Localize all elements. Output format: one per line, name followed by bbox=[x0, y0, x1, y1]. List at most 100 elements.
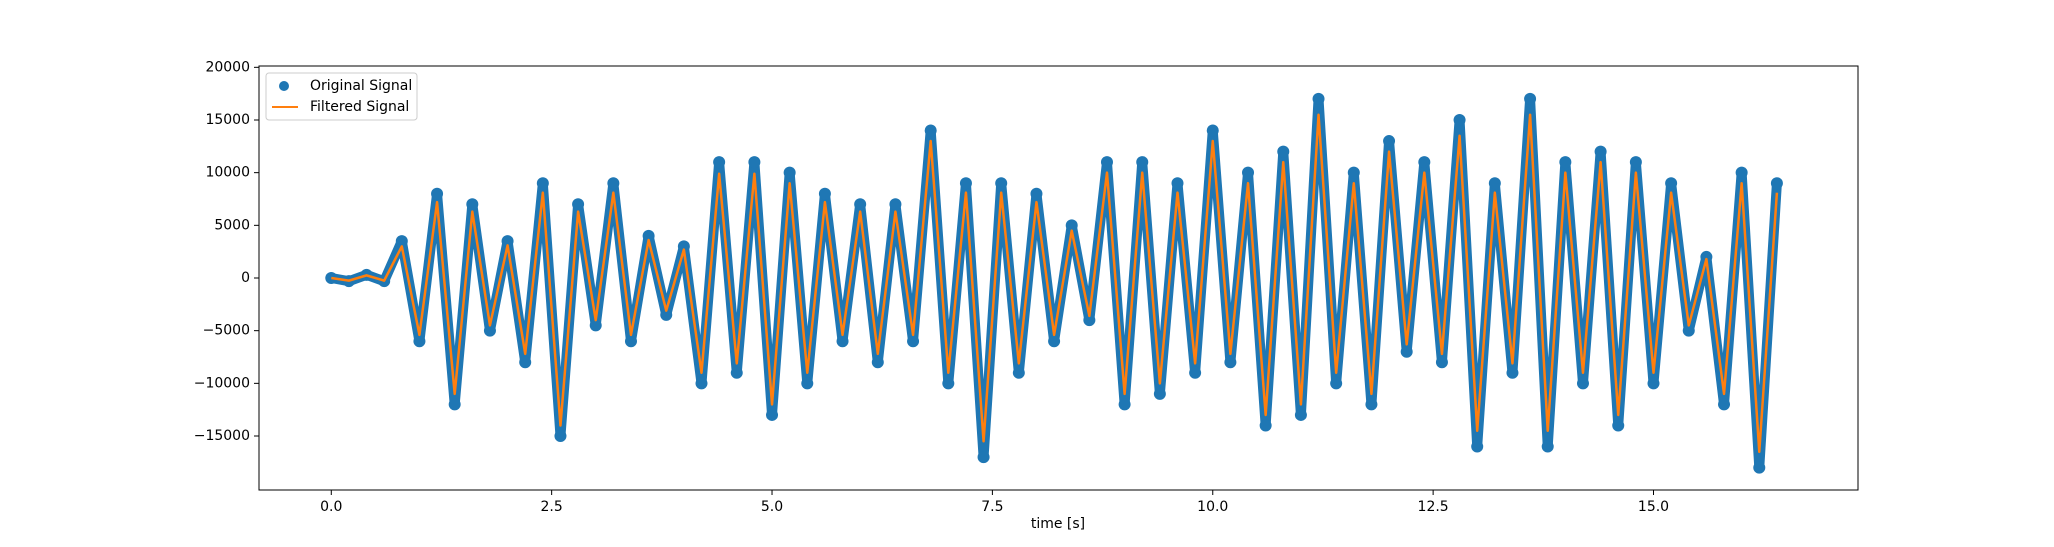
y-tick-label: 10000 bbox=[205, 165, 250, 181]
signal-point bbox=[572, 198, 585, 211]
legend-box bbox=[265, 72, 418, 121]
signal-point bbox=[1770, 177, 1783, 190]
signal-point bbox=[1065, 219, 1078, 232]
signal-point bbox=[1488, 177, 1501, 190]
signal-point bbox=[1118, 398, 1131, 411]
signal-band bbox=[326, 93, 1782, 473]
signal-point bbox=[1171, 177, 1184, 190]
signal-point bbox=[660, 308, 673, 321]
y-tick-label: 0 bbox=[241, 270, 250, 286]
signal-point bbox=[1576, 377, 1589, 390]
signal-point bbox=[1136, 156, 1149, 169]
signal-point bbox=[695, 377, 708, 390]
signal-point bbox=[942, 377, 955, 390]
signal-point bbox=[1735, 166, 1748, 179]
signal-point bbox=[1259, 419, 1272, 432]
signal-point bbox=[1277, 145, 1290, 158]
signal-point bbox=[536, 177, 549, 190]
signal-point bbox=[1559, 156, 1572, 169]
signal-point bbox=[1100, 156, 1113, 169]
signal-point bbox=[801, 377, 814, 390]
x-tick-label: 0.0 bbox=[320, 499, 342, 515]
signal-point bbox=[1030, 187, 1043, 200]
y-tick-label: 5000 bbox=[214, 217, 250, 233]
signal-point bbox=[995, 177, 1008, 190]
signal-point bbox=[783, 166, 796, 179]
x-tick-label: 15.0 bbox=[1638, 499, 1669, 515]
signal-point bbox=[1524, 92, 1537, 105]
signal-point bbox=[1682, 324, 1695, 337]
signal-point bbox=[977, 451, 990, 464]
signal-point bbox=[589, 319, 602, 332]
signal-point bbox=[1312, 92, 1325, 105]
signal-point bbox=[554, 430, 567, 443]
signal-point bbox=[1471, 440, 1484, 453]
signal-point bbox=[1753, 461, 1766, 474]
axes-frame bbox=[258, 65, 1859, 491]
signal-point bbox=[466, 198, 479, 211]
signal-point bbox=[431, 187, 444, 200]
signal-point bbox=[1647, 377, 1660, 390]
signal-point bbox=[854, 198, 867, 211]
y-tick-label: −10000 bbox=[194, 375, 250, 391]
signal-point bbox=[818, 187, 831, 200]
signal-point bbox=[1242, 166, 1255, 179]
signal-point bbox=[1665, 177, 1678, 190]
signal-point bbox=[1189, 366, 1202, 379]
x-axis-label: time [s] bbox=[1031, 516, 1085, 532]
y-tick-label: 20000 bbox=[205, 59, 250, 75]
signal-point bbox=[1594, 145, 1607, 158]
signal-point bbox=[1330, 377, 1343, 390]
signal-point bbox=[1700, 250, 1713, 263]
signal-point bbox=[1541, 440, 1554, 453]
signal-point bbox=[907, 335, 920, 348]
y-tick-label: −5000 bbox=[203, 323, 250, 339]
x-tick-label: 7.5 bbox=[981, 499, 1003, 515]
x-tick-label: 2.5 bbox=[541, 499, 563, 515]
signal-point bbox=[483, 324, 496, 337]
signal-point bbox=[395, 235, 408, 248]
signal-point bbox=[1012, 366, 1025, 379]
y-tick-label: 15000 bbox=[205, 112, 250, 128]
x-tick-label: 5.0 bbox=[761, 499, 783, 515]
signal-point bbox=[1083, 314, 1096, 327]
signal-point bbox=[1418, 156, 1431, 169]
signal-point bbox=[501, 235, 514, 248]
x-tick-label: 10.0 bbox=[1197, 499, 1228, 515]
signal-point bbox=[1048, 335, 1061, 348]
signal-point bbox=[642, 229, 655, 242]
signal-point bbox=[677, 240, 690, 253]
signal-point bbox=[1506, 366, 1519, 379]
signal-point bbox=[836, 335, 849, 348]
legend-label: Filtered Signal bbox=[310, 99, 409, 115]
signal-point bbox=[1453, 113, 1466, 126]
signal-point bbox=[924, 124, 937, 137]
signal-point bbox=[713, 156, 726, 169]
signal-point bbox=[1718, 398, 1731, 411]
legend-label: Original Signal bbox=[310, 78, 412, 94]
signal-point bbox=[748, 156, 761, 169]
signal-point bbox=[730, 366, 743, 379]
signal-point bbox=[766, 408, 779, 421]
signal-point bbox=[959, 177, 972, 190]
signal-point bbox=[1435, 356, 1448, 369]
signal-point bbox=[1365, 398, 1378, 411]
y-tick-label: −15000 bbox=[194, 428, 250, 444]
signal-line bbox=[331, 113, 1779, 454]
signal-point bbox=[1347, 166, 1360, 179]
signal-point bbox=[413, 335, 426, 348]
signal-point bbox=[1294, 408, 1307, 421]
legend-marker bbox=[279, 81, 289, 91]
signal-point bbox=[1383, 135, 1396, 148]
signal-point bbox=[1153, 387, 1166, 400]
signal-point bbox=[1629, 156, 1642, 169]
signal-point bbox=[1206, 124, 1219, 137]
signal-point bbox=[448, 398, 461, 411]
signal-point bbox=[1400, 345, 1413, 358]
signal-point bbox=[1612, 419, 1625, 432]
signal-point bbox=[889, 198, 902, 211]
signal-point bbox=[1224, 356, 1237, 369]
signal-point bbox=[624, 335, 637, 348]
signal-point bbox=[607, 177, 620, 190]
